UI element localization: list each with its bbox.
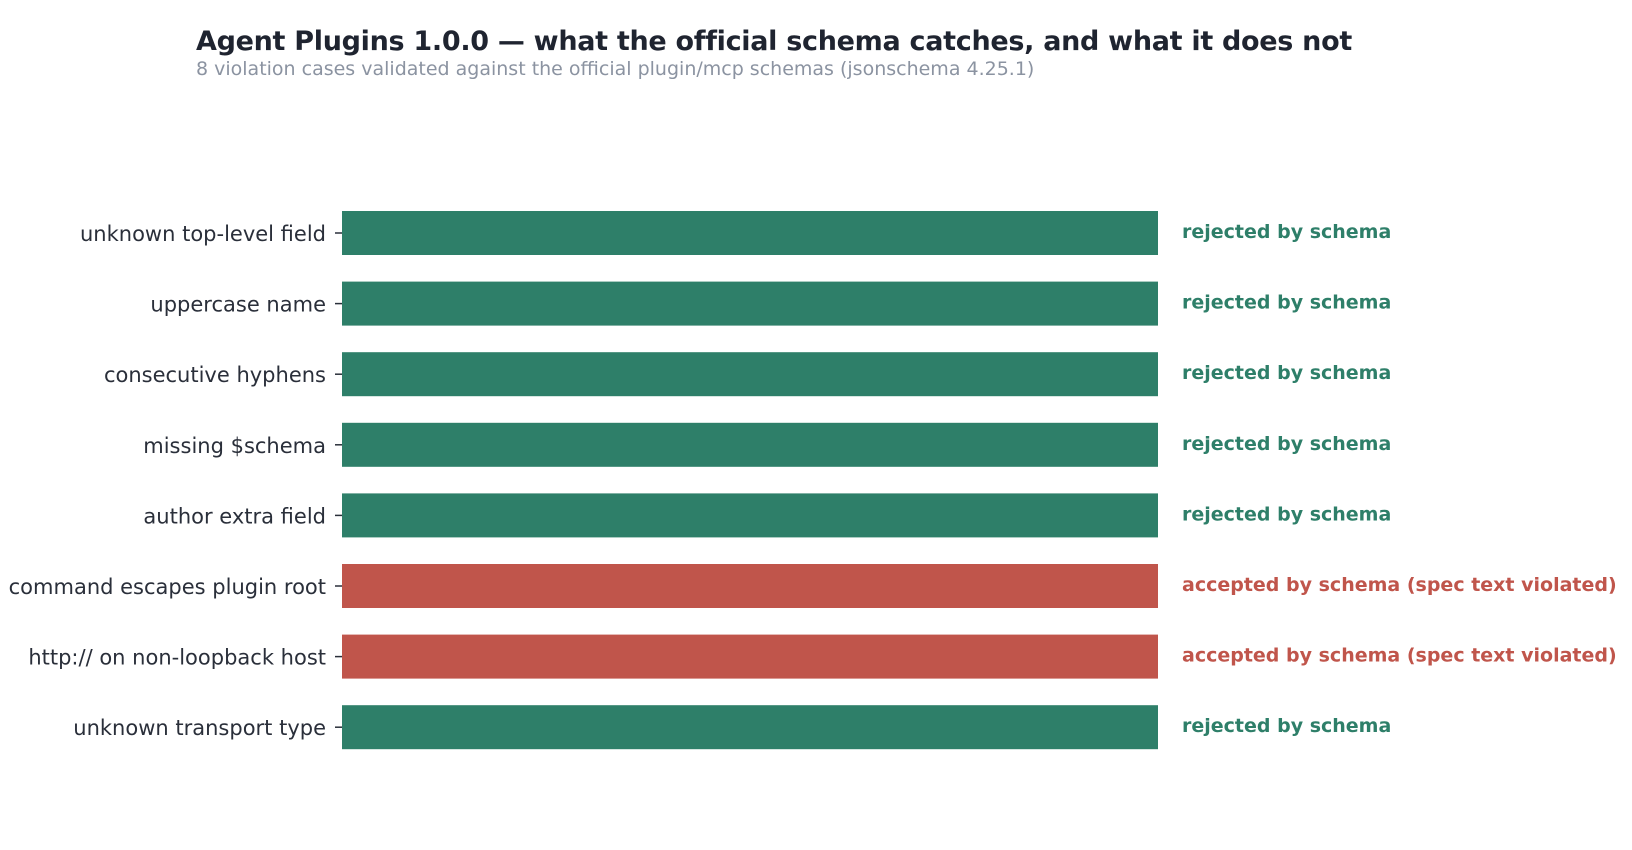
status-label-0: rejected by schema [1182, 221, 1391, 243]
status-label-2: rejected by schema [1182, 362, 1391, 384]
chart-subtitle: 8 violation cases validated against the … [196, 58, 1035, 80]
chart-title: Agent Plugins 1.0.0 — what the official … [196, 26, 1352, 57]
status-label-1: rejected by schema [1182, 292, 1391, 314]
bar-1 [342, 281, 1158, 326]
status-label-4: rejected by schema [1182, 503, 1391, 525]
y-tick-label-0: unknown top-level field [80, 222, 326, 246]
status-label-3: rejected by schema [1182, 433, 1391, 455]
y-tick-label-5: command escapes plugin root [9, 575, 326, 599]
y-tick-label-2: consecutive hyphens [104, 363, 326, 387]
bar-3 [342, 422, 1158, 467]
bar-2 [342, 352, 1158, 397]
bar-5 [342, 564, 1158, 608]
bar-0 [342, 211, 1158, 255]
bar-4 [342, 493, 1158, 538]
plot-area: unknown top-level field rejected by schem… [9, 211, 1617, 750]
status-label-5: accepted by schema (spec text violated) [1182, 574, 1617, 596]
y-tick-label-1: uppercase name [150, 293, 326, 317]
y-tick-label-3: missing $schema [143, 434, 326, 458]
status-label-7: rejected by schema [1182, 715, 1391, 737]
bar-6 [342, 634, 1158, 679]
y-tick-label-6: http:// on non-loopback host [28, 646, 326, 670]
y-tick-label-7: unknown transport type [73, 716, 326, 740]
status-label-6: accepted by schema (spec text violated) [1182, 645, 1617, 667]
y-tick-label-4: author extra field [143, 504, 326, 528]
bar-7 [342, 705, 1158, 750]
